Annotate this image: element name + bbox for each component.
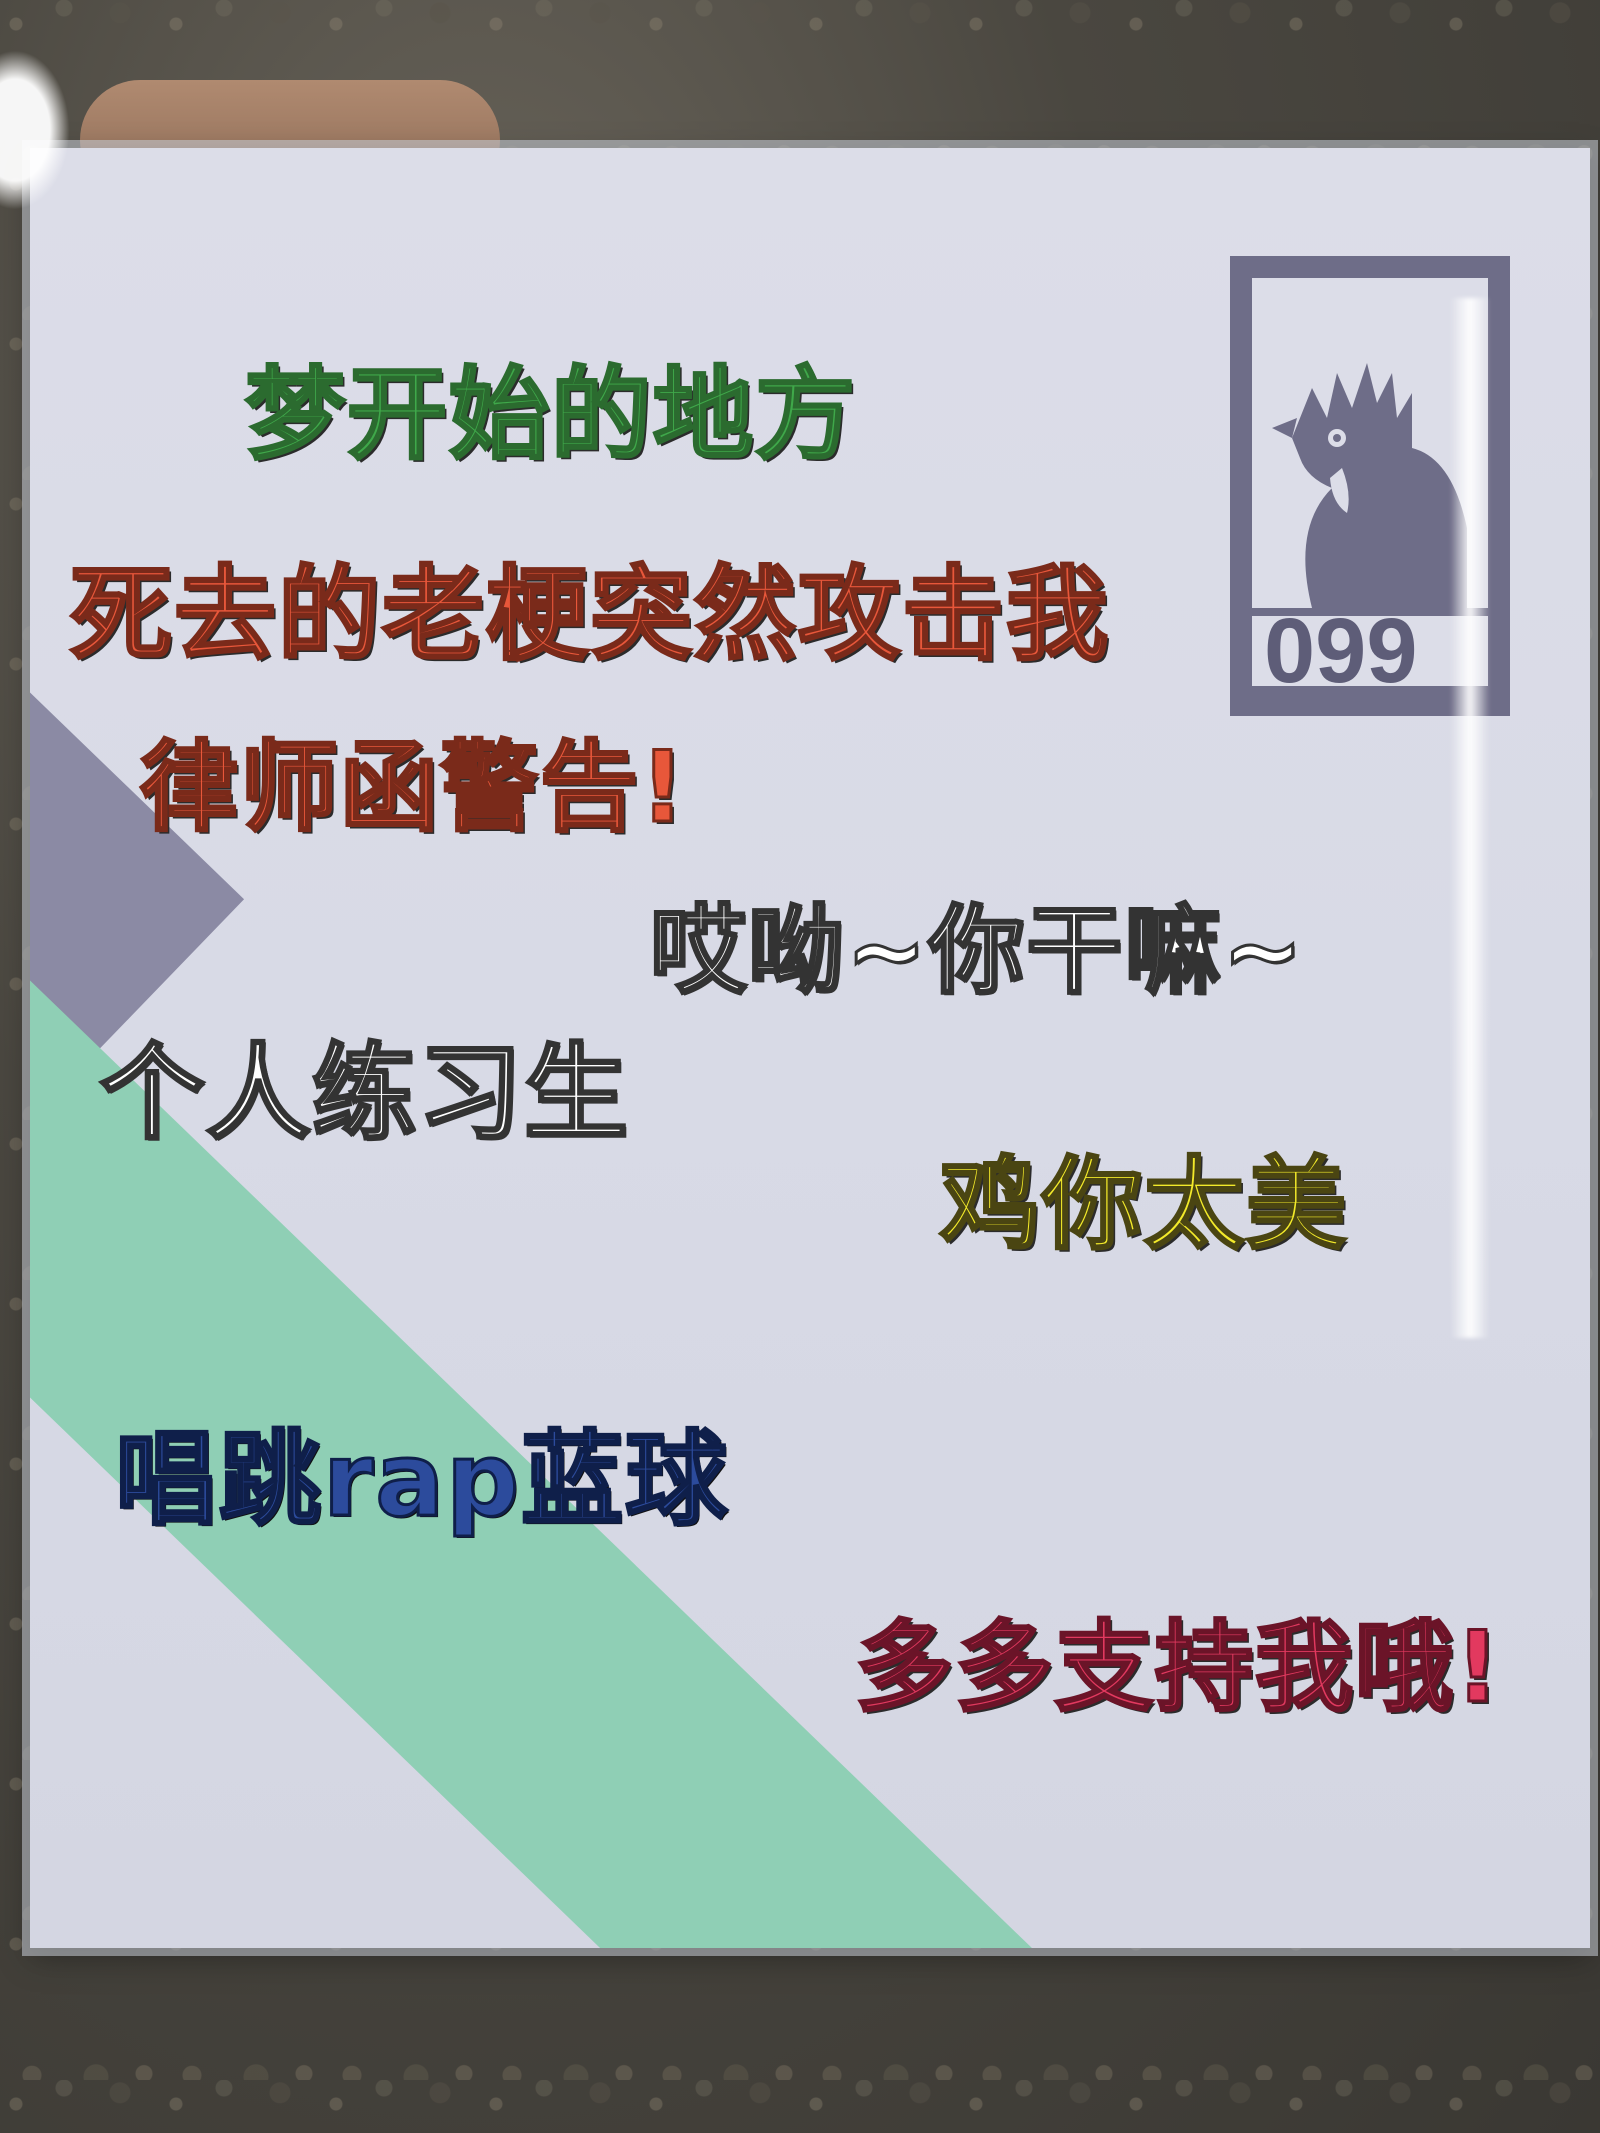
phrase-1: 梦开始的地方 <box>244 355 857 475</box>
glare-spot <box>0 50 70 210</box>
rooster-icon <box>1272 363 1467 608</box>
phrase-8: 多多支持我哦! <box>854 1610 1502 1727</box>
phrase-4: 哎呦~你干嘛~ <box>649 894 1305 1009</box>
phrase-5: 个人练习生 <box>98 1031 631 1156</box>
phrase-2: 死去的老梗突然攻击我 <box>69 555 1110 677</box>
phrase-3: 律师函警告! <box>139 730 687 847</box>
photo-card: 099 梦开始的地方 死去的老梗突然攻击我 律师函警告! 哎呦~你干嘛~ 个人练… <box>30 148 1590 1948</box>
badge-number: 099 <box>1252 605 1488 697</box>
phrase-7: 唱跳rap蓝球 <box>113 1420 730 1542</box>
glare-reflection <box>1450 298 1490 1338</box>
phrase-6: 鸡你太美 <box>939 1145 1348 1265</box>
